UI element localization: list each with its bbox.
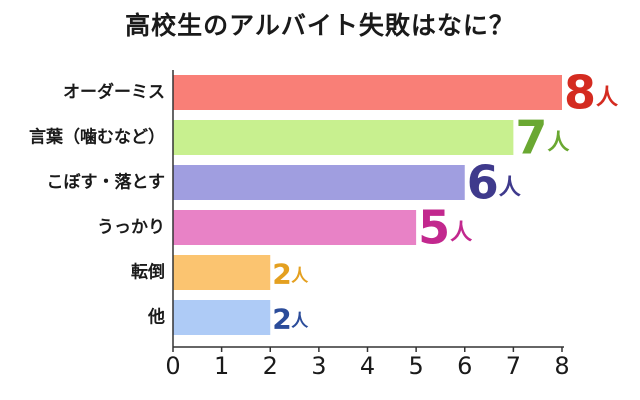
data-label-unit: 人	[291, 312, 309, 332]
data-label-unit: 人	[596, 86, 618, 111]
category-label: オーダーミス	[63, 82, 165, 103]
bar-3	[173, 210, 417, 245]
category-label: こぼす・落とす	[47, 173, 166, 193]
bar-4	[173, 255, 271, 290]
x-tick-label: 0	[165, 352, 180, 380]
data-label: 5	[418, 201, 450, 255]
data-label: 2	[272, 303, 291, 336]
x-tick-label: 6	[457, 352, 472, 380]
category-label: 転倒	[131, 262, 165, 283]
data-label-unit: 人	[450, 221, 472, 246]
bar-0	[173, 75, 562, 110]
x-tick-label: 3	[311, 352, 326, 380]
data-label: 2	[272, 258, 291, 291]
x-tick-label: 4	[360, 352, 375, 380]
data-label-unit: 人	[547, 131, 569, 156]
data-label-unit: 人	[291, 267, 309, 287]
category-label: 他	[147, 307, 165, 328]
data-label: 8	[564, 66, 596, 120]
x-tick-label: 2	[263, 352, 278, 380]
bar-2	[173, 165, 465, 200]
data-label: 6	[467, 156, 499, 210]
x-tick-label: 8	[554, 352, 569, 380]
x-tick-label: 5	[408, 352, 423, 380]
x-tick-label: 1	[214, 352, 229, 380]
x-tick-label: 7	[506, 352, 521, 380]
bar-1	[173, 120, 514, 155]
chart-title: 高校生のアルバイト失敗はなに？	[125, 11, 515, 40]
category-label: 言葉（噛むなど）	[29, 127, 165, 148]
bar-5	[173, 300, 271, 335]
category-label: うっかり	[97, 218, 165, 238]
data-label: 7	[515, 111, 547, 165]
data-label-unit: 人	[499, 176, 521, 201]
